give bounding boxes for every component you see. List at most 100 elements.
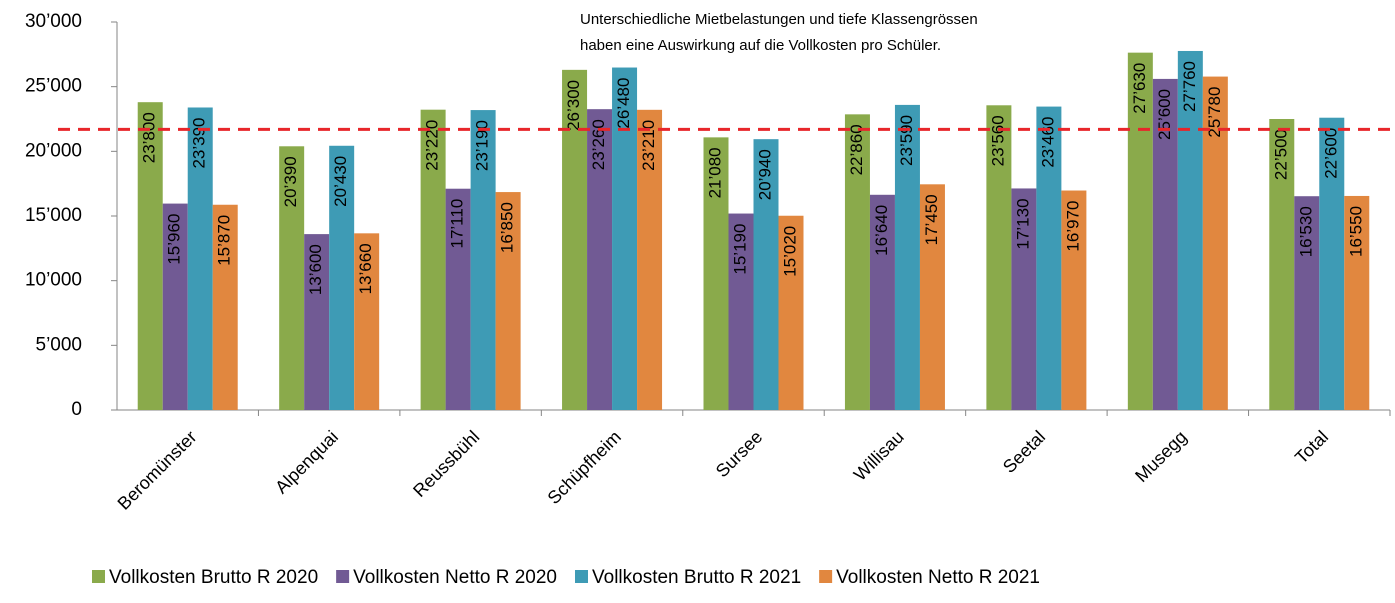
bar [495,192,521,410]
bar [1177,50,1203,410]
x-tick-label: Total [1291,427,1332,468]
bar [1152,78,1178,410]
bar [1061,190,1087,410]
value-label: 22’500 [1271,129,1290,180]
value-label: 23’390 [190,117,209,168]
legend-label: Vollkosten Brutto R 2021 [592,567,801,588]
bar [1127,52,1153,410]
annotation: Unterschiedliche Mietbelastungen und tie… [580,11,978,28]
legend-swatch [575,570,588,583]
bar [1011,188,1037,410]
legend-item: Vollkosten Netto R 2020 [336,567,557,588]
value-label: 27’630 [1130,63,1149,114]
bar [986,105,1012,411]
bar [329,145,355,410]
value-label: 15’190 [730,224,749,275]
bar [612,67,638,410]
value-label: 20’430 [331,156,350,207]
x-tick-label: Schüpfheim [544,427,625,508]
value-label: 16’530 [1296,206,1315,257]
bar [1294,196,1320,410]
y-tick-label: 10’000 [25,270,82,291]
bar [703,137,729,410]
legend-swatch [92,570,105,583]
bar [894,104,920,411]
legend-label: Vollkosten Netto R 2021 [836,567,1040,588]
value-label: 16’640 [872,205,891,256]
value-label: 16’550 [1346,206,1365,257]
value-label: 16’850 [498,202,517,253]
y-tick-label: 0 [71,399,82,420]
bar [137,102,163,410]
value-label: 15’020 [780,226,799,277]
value-label: 23’590 [897,115,916,166]
bar [728,213,754,410]
bar [778,215,804,410]
x-tick-label: Sursee [712,427,766,481]
bar [1202,76,1228,410]
x-tick-label: Reussbühl [409,427,483,501]
value-label: 17’130 [1013,198,1032,249]
value-label: 13’660 [356,243,375,294]
y-tick-label: 5’000 [36,334,83,355]
value-label: 23’220 [423,120,442,171]
bar [420,109,446,411]
bar [637,109,663,411]
bar [1319,117,1345,410]
x-tick-label: Willisau [850,427,908,485]
x-tick-label: Alpenquai [271,427,342,498]
value-label: 15’870 [215,215,234,266]
x-tick-label: Seetal [999,427,1049,477]
x-tick-label: Musegg [1131,427,1190,486]
y-tick-label: 15’000 [25,205,82,226]
value-label: 25’780 [1205,87,1224,138]
bar [279,146,305,410]
legend-item: Vollkosten Netto R 2021 [819,567,1040,588]
value-label: 27’760 [1180,61,1199,112]
value-label: 21’080 [705,147,724,198]
y-tick-label: 20’000 [25,140,82,161]
value-label: 22’600 [1321,128,1340,179]
value-label: 20’940 [755,149,774,200]
value-label: 23’460 [1038,117,1057,168]
legend-label: Vollkosten Netto R 2020 [353,567,557,588]
bar [587,109,613,411]
y-tick-label: 30’000 [25,11,82,32]
value-label: 23’260 [589,119,608,170]
bar [753,139,779,410]
bar [1036,106,1062,411]
x-tick-label: Beromünster [114,427,201,514]
value-label: 23’560 [988,115,1007,166]
bar [562,69,588,410]
bar [1269,119,1295,410]
value-label: 15’960 [165,214,184,265]
legend-item: Vollkosten Brutto R 2021 [575,567,801,588]
bar [187,107,213,411]
bar [304,234,330,410]
y-tick-label: 25’000 [25,76,82,97]
value-label: 25’600 [1155,89,1174,140]
value-label: 20’390 [281,156,300,207]
value-label: 17’450 [922,194,941,245]
legend-swatch [336,570,350,583]
bar [1344,195,1370,410]
value-label: 13’600 [306,244,325,295]
bar [354,233,380,410]
value-label: 23’190 [473,120,492,171]
value-label: 17’110 [448,199,467,249]
annotation: haben eine Auswirkung auf die Vollkosten… [580,37,941,54]
legend-item: Vollkosten Brutto R 2020 [92,567,318,588]
bar [919,184,945,410]
value-label: 26’480 [614,78,633,129]
legend-swatch [819,570,833,583]
value-label: 23’800 [140,112,159,163]
value-label: 22’860 [847,124,866,175]
bar [470,110,496,411]
bar [212,204,238,410]
value-label: 23’210 [639,120,658,171]
legend-label: Vollkosten Brutto R 2020 [109,567,318,588]
bar [844,114,870,411]
bar [162,203,188,410]
bar [445,188,471,410]
